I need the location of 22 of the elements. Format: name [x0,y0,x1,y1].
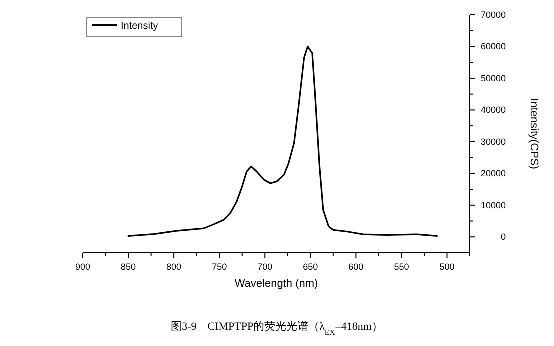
y-tick-label: 0 [500,232,506,242]
y-tick-label: 70000 [480,10,506,20]
x-tick-label: 600 [348,262,364,272]
y-tick-label: 60000 [480,42,506,52]
legend-label: Intensity [121,21,158,32]
x-tick-label: 850 [121,262,136,272]
y-tick-label: 20000 [480,168,506,179]
line-series [128,46,438,237]
y-tick-label: 30000 [480,136,506,147]
y-tick-label: 40000 [480,105,506,116]
x-tick-label: 800 [166,262,182,272]
x-tick-label: 550 [394,262,410,272]
y-tick-label: 50000 [480,73,506,84]
x-tick-label: 750 [212,262,228,272]
y-tick-label: 10000 [480,200,506,210]
x-axis-title: Wavelength (nm) [234,278,318,290]
x-tick-label: 500 [440,262,455,272]
x-tick-label: 900 [75,262,91,272]
x-tick-label: 700 [258,262,273,272]
x-tick-label: 650 [303,262,318,272]
caption: 图3-9 CIMPTPP的荧光光谱（λ$_{EX}$=418nm） [171,320,383,336]
y-axis-title: Intensity(CPS) [528,98,540,170]
